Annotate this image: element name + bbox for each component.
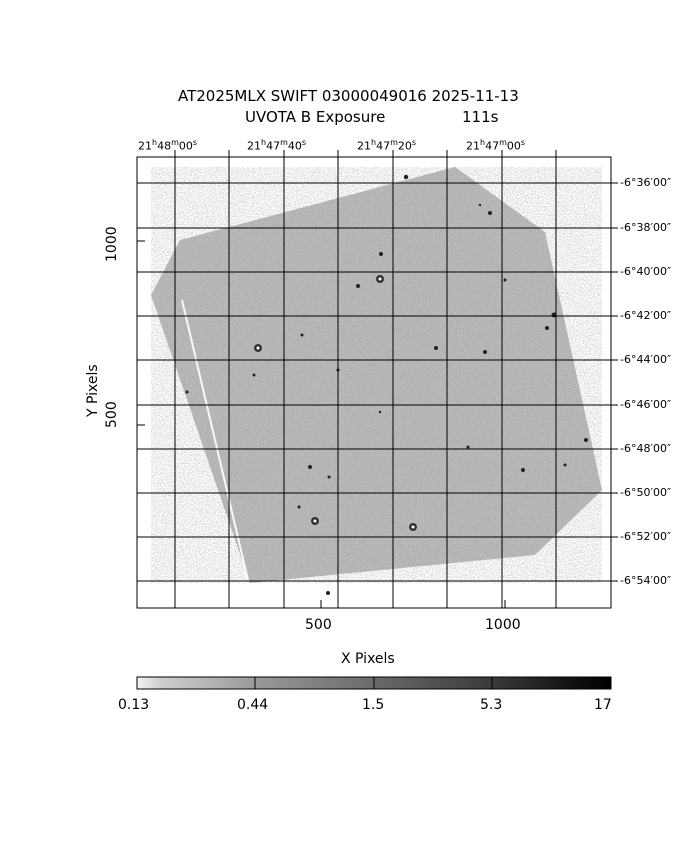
x-tick-label-500: 500 [305,617,332,633]
x-axis-label: X Pixels [341,651,395,667]
ra-tick-label-0: 21h48m00s [138,138,198,153]
star-23 [466,445,470,449]
star-12 [252,373,256,377]
x-tick-label-1000: 1000 [485,617,521,633]
colorbar-label-2: 1.5 [362,697,385,713]
star-sources [185,174,588,595]
dec-tick-label-1: -6°38′00″ [620,221,672,234]
star-22 [326,591,330,595]
colorbar-label-0: 0.13 [118,697,150,713]
dec-tick-label-8: -6°52′00″ [620,530,672,543]
star-20 [584,438,588,442]
star-24 [503,278,507,282]
y-tick-label-1000: 1000 [104,226,120,262]
colorbar [136,676,612,690]
title-line-2-left: UVOTA B Exposure [245,108,386,126]
star-core-14 [313,519,317,523]
dec-tick-label-5: -6°46′00″ [620,398,672,411]
dec-tick-label-9: -6°54′00″ [620,574,672,587]
star-8 [483,350,487,354]
dec-tick-label-3: -6°42′00″ [620,309,672,322]
star-21 [563,463,567,467]
plot-frame [136,156,612,609]
star-0 [403,174,409,180]
star-17 [308,465,312,469]
star-3 [356,284,360,288]
star-25 [378,410,382,414]
star-core-5 [256,346,260,350]
star-13 [185,390,189,394]
y-axis-label: Y Pixels [85,364,101,417]
star-10 [545,326,549,330]
y-tick-label-500: 500 [104,401,120,428]
ra-tick-label-1: 21h47m40s [247,138,307,153]
dec-tick-label-6: -6°48′00″ [620,442,672,455]
star-18 [327,475,331,479]
colorbar-label-1: 0.44 [237,697,269,713]
star-19 [521,468,525,472]
star-1 [488,211,492,215]
dec-tick-label-2: -6°40′00″ [620,265,672,278]
star-core-2 [378,277,382,281]
title-line-2-right: 111s [462,108,499,126]
star-16 [297,505,301,509]
star-4 [379,252,383,256]
ra-tick-label-2: 21h47m20s [357,138,417,153]
star-6 [300,333,304,337]
colorbar-label-3: 5.3 [480,697,503,713]
dec-tick-label-4: -6°44′00″ [620,353,672,366]
star-26 [478,203,482,207]
star-7 [434,346,438,350]
coordinate-grid [137,157,611,608]
ra-tick-label-3: 21h47m00s [466,138,526,153]
title-line-1: AT2025MLX SWIFT 03000049016 2025-11-13 [178,87,519,105]
colorbar-label-4: 17 [594,697,612,713]
dec-tick-label-7: -6°50′00″ [620,486,672,499]
dec-tick-label-0: -6°36′00″ [620,176,672,189]
star-core-15 [411,525,415,529]
exposure-footprint [151,167,602,583]
